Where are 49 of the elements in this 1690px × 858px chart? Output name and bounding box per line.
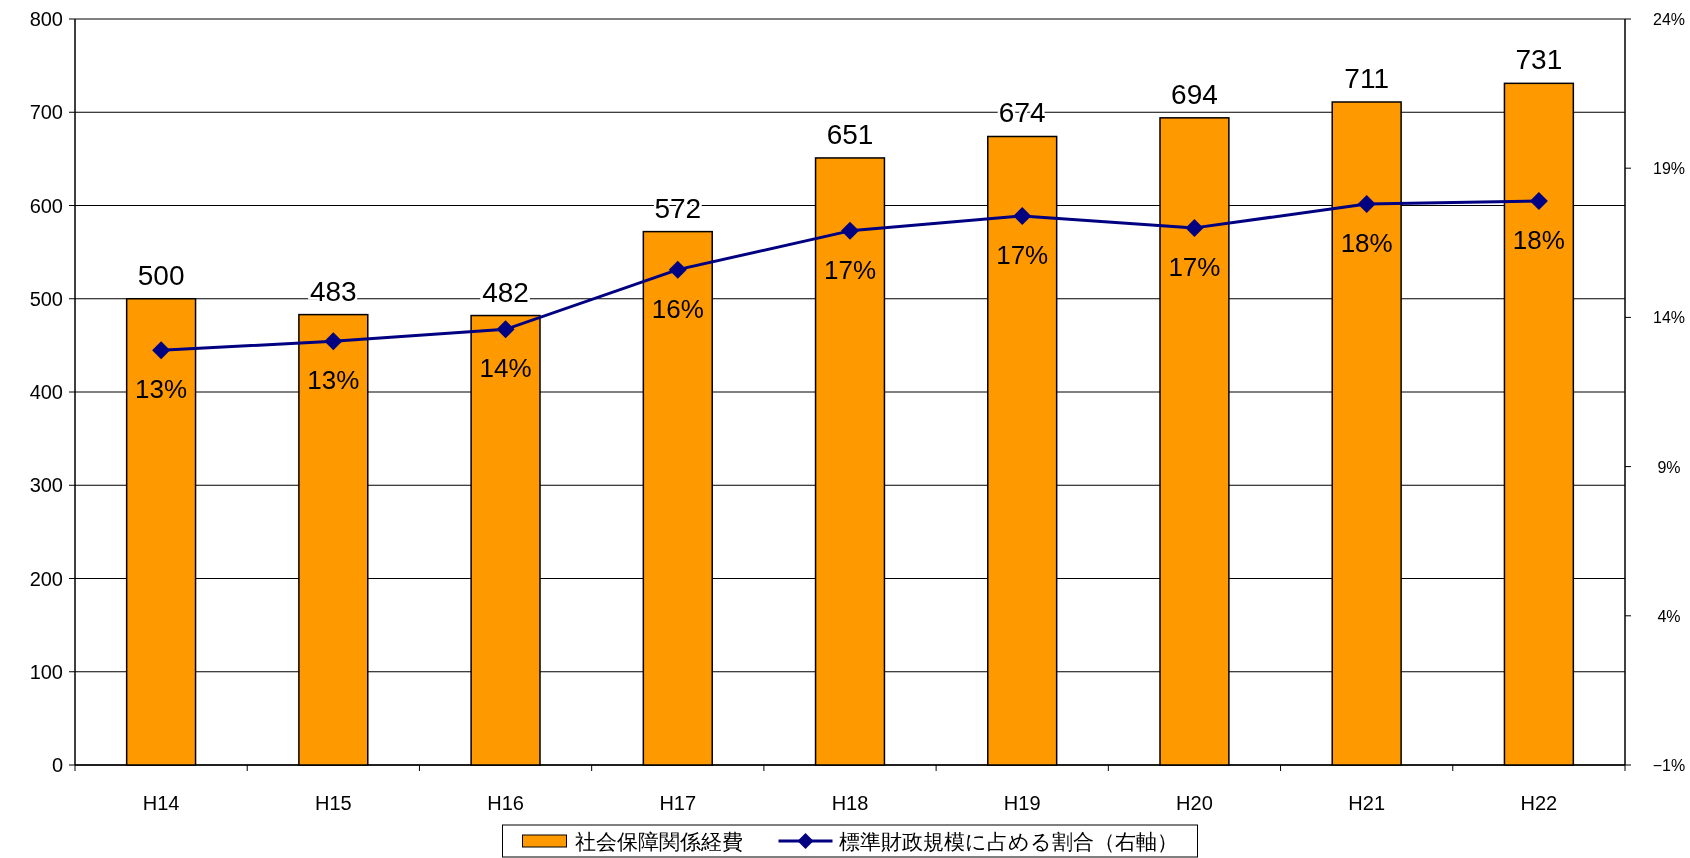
data-label: 17% — [996, 239, 1049, 270]
point — [1529, 192, 1548, 211]
data-label: 694 — [1171, 78, 1218, 110]
data-label: 13% — [307, 365, 360, 396]
data-label: 17% — [823, 254, 877, 285]
y2-tick-label: −1% — [1652, 757, 1686, 774]
data-label: 711 — [1344, 62, 1389, 94]
legend-label: 標準財政規模に占める割合（右軸） — [838, 830, 1178, 853]
point — [1013, 206, 1032, 225]
y-tick-label: 200 — [29, 567, 63, 590]
y2-tick-label: 14% — [1652, 309, 1686, 327]
y-tick-label: 700 — [29, 101, 63, 124]
point — [1185, 218, 1204, 237]
x-tick-label: H18 — [831, 792, 869, 814]
y-tick-label: 500 — [29, 287, 63, 310]
data-label: 17% — [1168, 251, 1221, 282]
point — [324, 332, 343, 351]
y-tick-label: 800 — [29, 8, 63, 30]
y-tick-label: 400 — [29, 381, 63, 403]
point — [841, 221, 859, 240]
data-label: 500 — [137, 259, 185, 291]
y2-tick-label: 24% — [1652, 11, 1686, 28]
y2-tick-label: 19% — [1652, 160, 1686, 178]
y-tick-label: 600 — [29, 194, 63, 217]
data-label: 651 — [826, 118, 874, 150]
x-tick-label: H15 — [314, 792, 352, 814]
x-tick-label: H16 — [487, 792, 524, 814]
x-tick-label: H14 — [142, 792, 180, 814]
y2-tick-label: 4% — [1657, 607, 1681, 625]
y-tick-label: 300 — [29, 474, 63, 497]
point — [152, 341, 171, 360]
x-tick-label: H21 — [1348, 792, 1386, 814]
point — [496, 320, 515, 339]
y2-tick-label: 9% — [1657, 458, 1681, 476]
data-label: 16% — [651, 293, 704, 324]
point — [668, 260, 687, 279]
x-tick-label: H20 — [1176, 792, 1213, 814]
data-label: 13% — [135, 374, 188, 405]
x-tick-label: H17 — [659, 792, 697, 814]
point — [1357, 195, 1376, 214]
data-label: 18% — [1340, 228, 1393, 259]
data-label: 18% — [1512, 225, 1565, 256]
y-tick-label: 100 — [29, 660, 63, 683]
legend-label: 社会保障関係経費 — [574, 830, 743, 853]
data-label: 731 — [1515, 44, 1563, 76]
x-tick-label: H22 — [1520, 792, 1558, 814]
data-label: 14% — [479, 353, 532, 384]
x-tick-label: H19 — [1003, 792, 1041, 814]
y-tick-label: 0 — [51, 754, 63, 776]
